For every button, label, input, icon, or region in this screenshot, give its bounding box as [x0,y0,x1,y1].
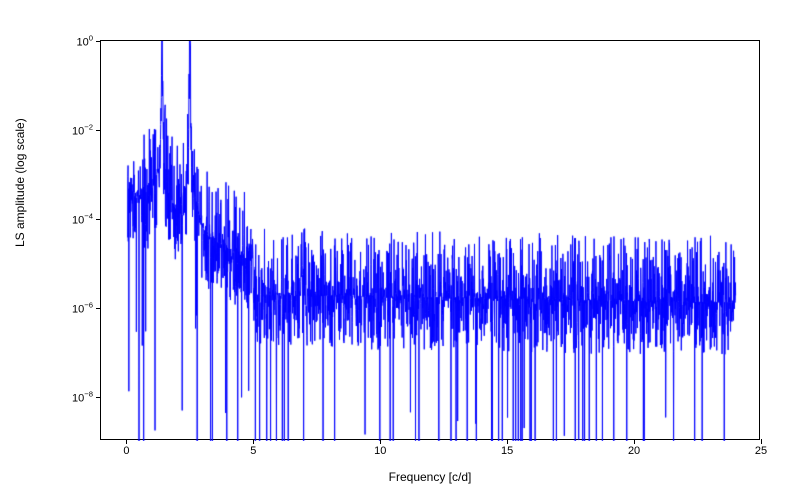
x-tick-mark [507,439,508,444]
y-tick-mark [96,219,101,220]
y-tick-mark [96,130,101,131]
y-tick-label: 10−4 [72,211,93,226]
x-tick-label: 15 [501,445,513,457]
y-tick-mark [96,397,101,398]
x-tick-mark [126,439,127,444]
x-tick-mark [634,439,635,444]
y-tick-label: 10−6 [72,300,93,315]
plot-area: 051015202510−810−610−410−2100 [100,40,760,440]
x-tick-mark [253,439,254,444]
y-tick-mark [96,308,101,309]
x-axis-label: Frequency [c/d] [370,470,490,484]
periodogram-line [101,41,761,441]
y-tick-label: 10−8 [72,389,93,404]
y-tick-label: 10−2 [72,123,93,138]
x-tick-label: 0 [123,445,129,457]
y-tick-mark [96,41,101,42]
x-tick-label: 20 [628,445,640,457]
chart-container: 051015202510−810−610−410−2100 LS amplitu… [0,0,800,500]
x-tick-label: 25 [755,445,767,457]
x-tick-mark [761,439,762,444]
x-tick-mark [380,439,381,444]
x-tick-label: 10 [374,445,386,457]
y-tick-label: 100 [76,34,93,49]
x-tick-label: 5 [250,445,256,457]
